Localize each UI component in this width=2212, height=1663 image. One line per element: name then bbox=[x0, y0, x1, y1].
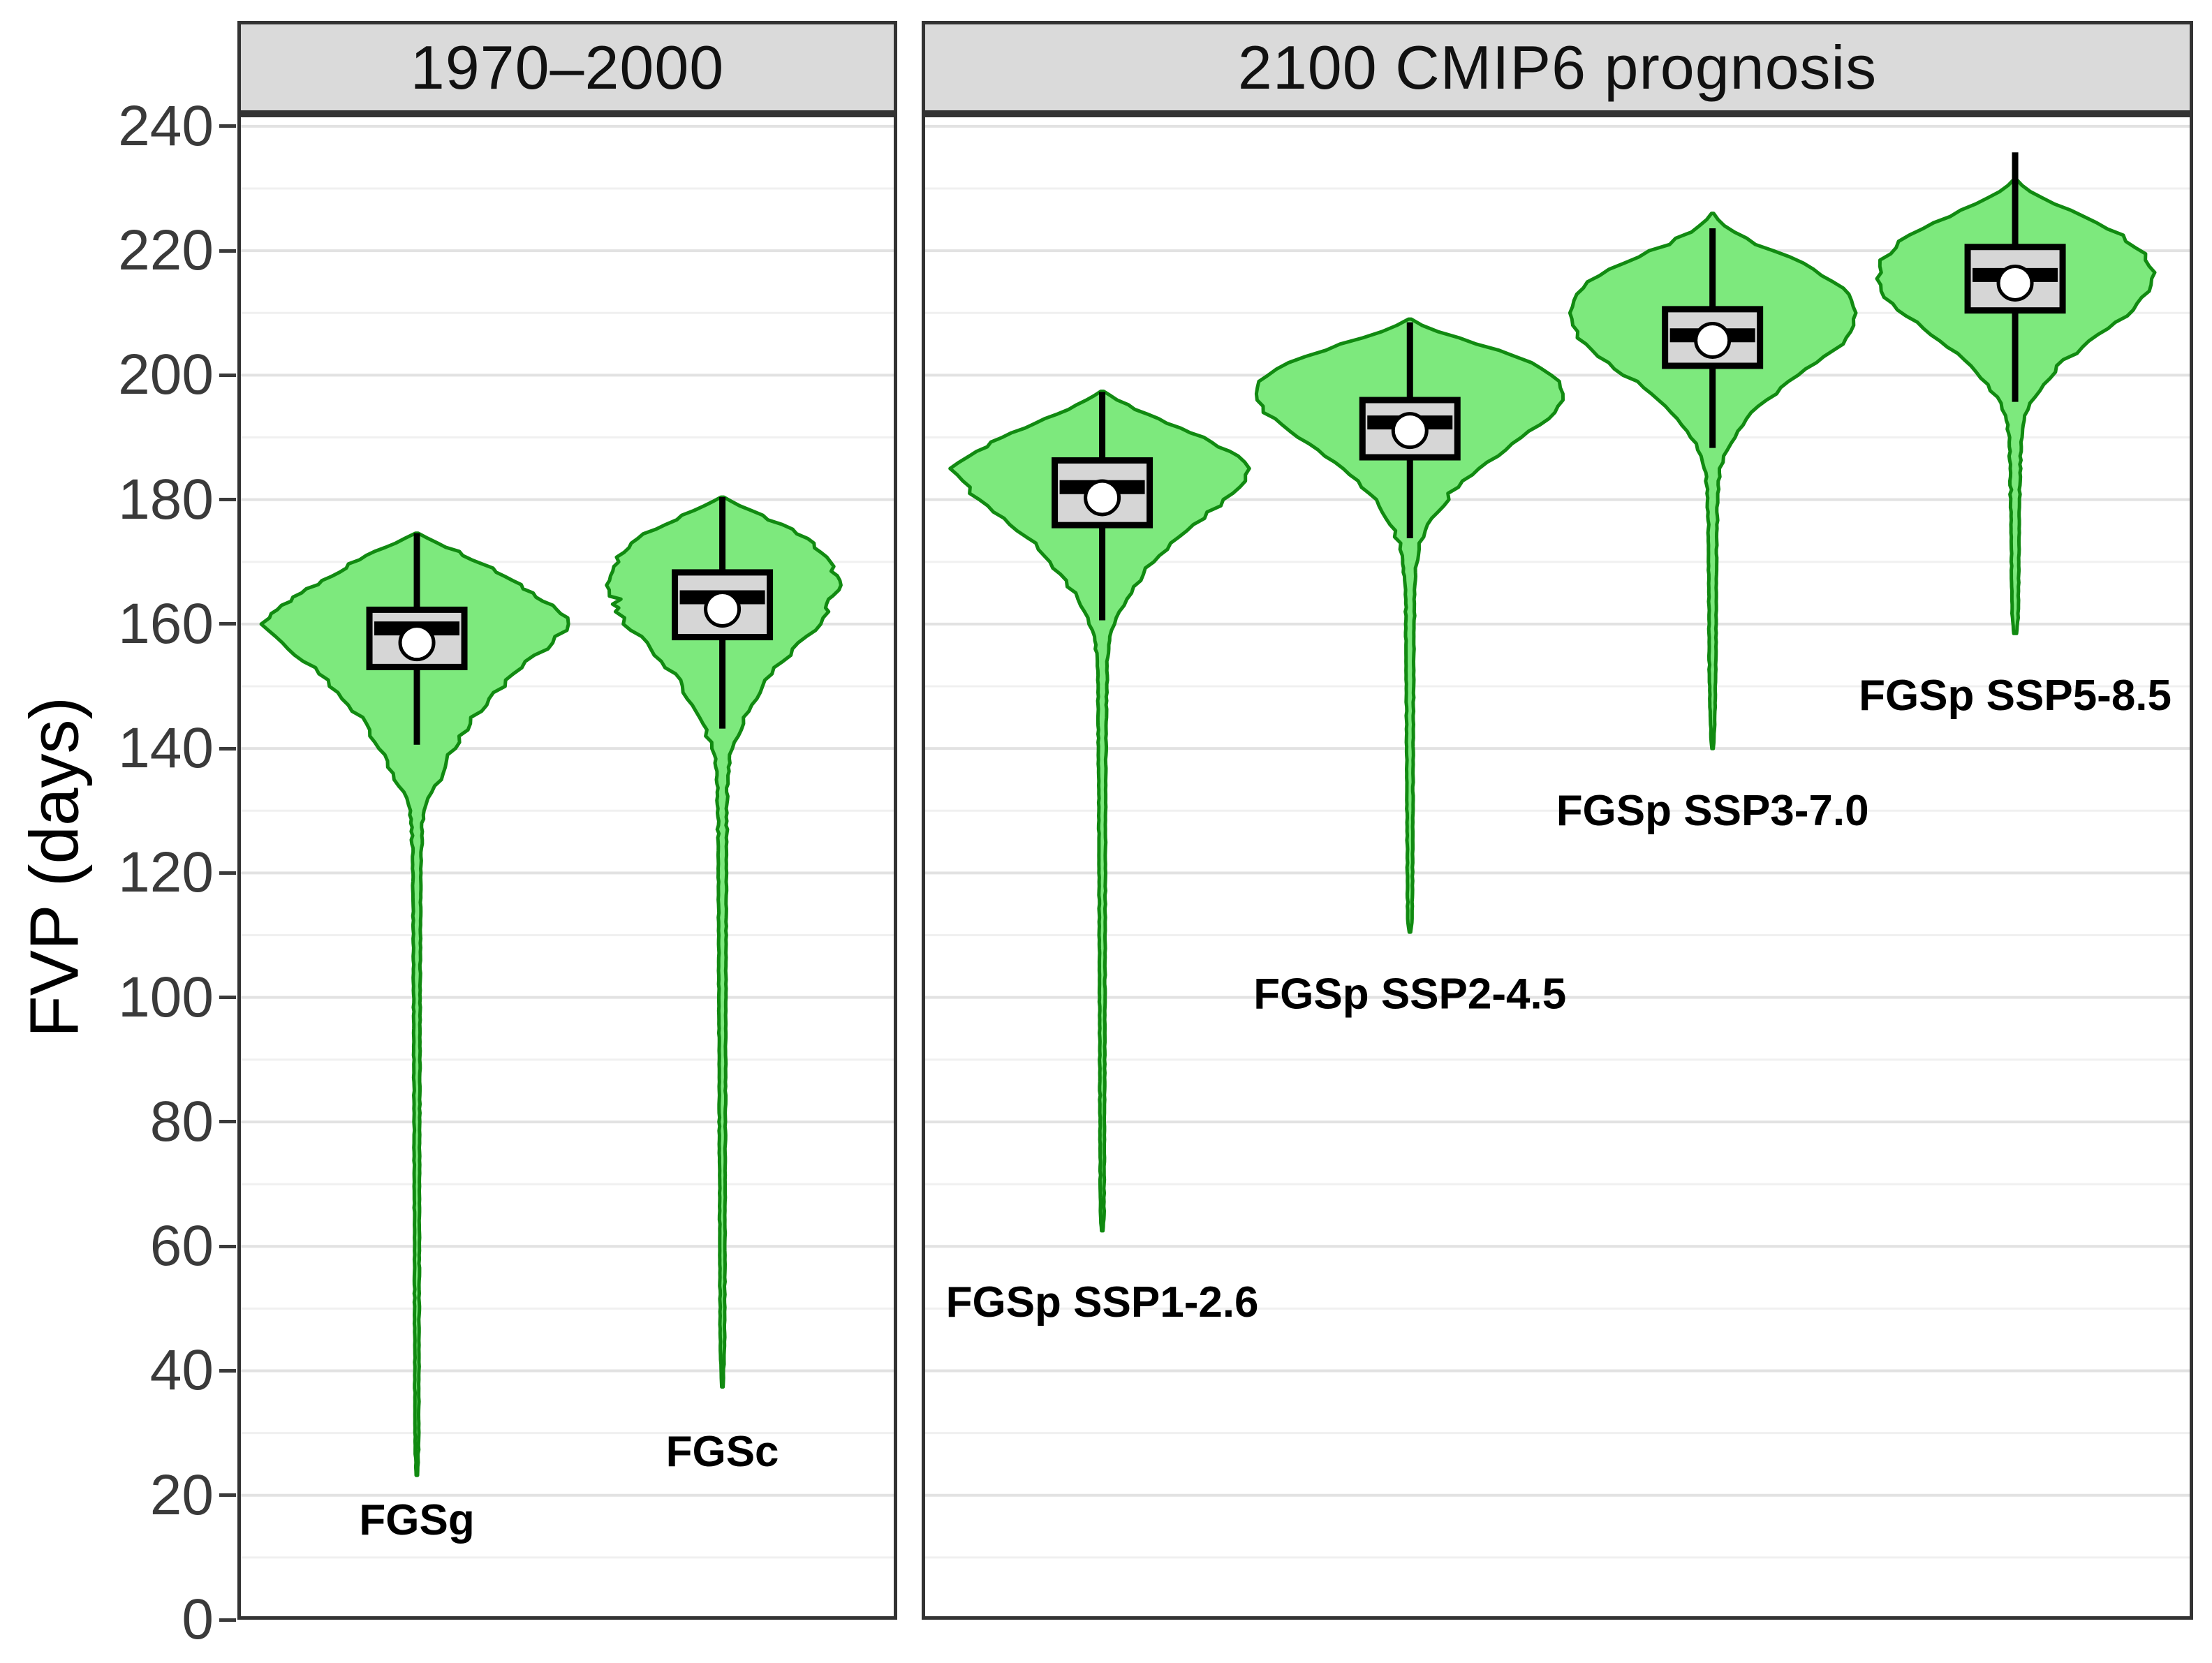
mean-marker bbox=[1996, 264, 2034, 302]
y-tick-mark bbox=[219, 1618, 236, 1622]
y-tick-mark bbox=[219, 1120, 236, 1124]
violin-FGSp SSP5-8.5: FGSp SSP5-8.5 bbox=[1859, 152, 2172, 720]
mean-marker bbox=[1084, 479, 1121, 517]
right-panel-plot: FGSp SSP1-2.6 FGSp SSP2-4.5 FGSp SSP3-7.0 F… bbox=[922, 114, 2193, 1620]
y-tick-label-0: 0 bbox=[182, 1588, 214, 1651]
panel-strip-right: 2100 CMIP6 prognosis bbox=[922, 21, 2193, 114]
y-tick-label-220: 220 bbox=[118, 219, 214, 283]
y-tick-label-240: 240 bbox=[118, 94, 214, 158]
y-tick-label-120: 120 bbox=[118, 841, 214, 905]
violin-FGSc: FGSc bbox=[605, 495, 843, 1476]
violin-label: FGSp SSP5-8.5 bbox=[1859, 672, 2172, 720]
violin-label: FGSp SSP2-4.5 bbox=[1253, 970, 1566, 1019]
left-panel-plot: FGSg FGSc bbox=[237, 114, 897, 1620]
mean-marker bbox=[704, 590, 742, 628]
y-tick-mark bbox=[219, 996, 236, 1000]
panel-border bbox=[922, 114, 2193, 1620]
y-tick-mark bbox=[219, 1368, 236, 1373]
mean-marker bbox=[1694, 321, 1732, 359]
violin-shape bbox=[259, 531, 570, 1477]
violin-label: FGSp SSP3-7.0 bbox=[1556, 787, 1869, 835]
violin-FGSp SSP2-4.5: FGSp SSP2-4.5 bbox=[1253, 317, 1566, 1019]
mean-marker bbox=[1391, 412, 1429, 450]
violin-shape bbox=[605, 495, 843, 1389]
violin-shape bbox=[1254, 317, 1565, 934]
panel-border bbox=[237, 114, 897, 1620]
violin-label: FGSp SSP1-2.6 bbox=[946, 1278, 1259, 1326]
y-tick-label-200: 200 bbox=[118, 343, 214, 407]
violin-shape bbox=[948, 390, 1251, 1233]
violin-label: FGSg bbox=[359, 1496, 474, 1544]
y-tick-mark bbox=[219, 124, 236, 128]
violin-FGSg: FGSg bbox=[259, 531, 570, 1544]
y-tick-label-160: 160 bbox=[118, 591, 214, 656]
y-tick-mark bbox=[219, 622, 236, 626]
y-tick-mark bbox=[219, 871, 236, 875]
violin-label: FGSc bbox=[666, 1428, 779, 1476]
y-tick-mark bbox=[219, 1493, 236, 1498]
y-tick-label-100: 100 bbox=[118, 965, 214, 1029]
y-tick-label-180: 180 bbox=[118, 467, 214, 531]
violin-shape bbox=[1568, 212, 1858, 751]
y-tick-mark bbox=[219, 498, 236, 502]
panel-title-left: 1970–2000 bbox=[410, 32, 725, 102]
y-tick-mark bbox=[219, 373, 236, 377]
mean-marker bbox=[398, 624, 436, 662]
panel-strip-left: 1970–2000 bbox=[237, 21, 897, 114]
violin-FGSp SSP1-2.6: FGSp SSP1-2.6 bbox=[946, 390, 1259, 1326]
y-tick-label-20: 20 bbox=[149, 1463, 214, 1527]
y-tick-mark bbox=[219, 746, 236, 751]
y-tick-mark bbox=[219, 249, 236, 253]
violin-FGSp SSP3-7.0: FGSp SSP3-7.0 bbox=[1556, 212, 1869, 835]
violin-shape bbox=[1875, 177, 2157, 635]
y-tick-label-140: 140 bbox=[118, 716, 214, 781]
panel-title-right: 2100 CMIP6 prognosis bbox=[1237, 32, 1878, 102]
y-tick-label-60: 60 bbox=[149, 1214, 214, 1278]
y-tick-mark bbox=[219, 1244, 236, 1248]
y-tick-label-40: 40 bbox=[149, 1338, 214, 1403]
y-tick-label-80: 80 bbox=[149, 1089, 214, 1153]
